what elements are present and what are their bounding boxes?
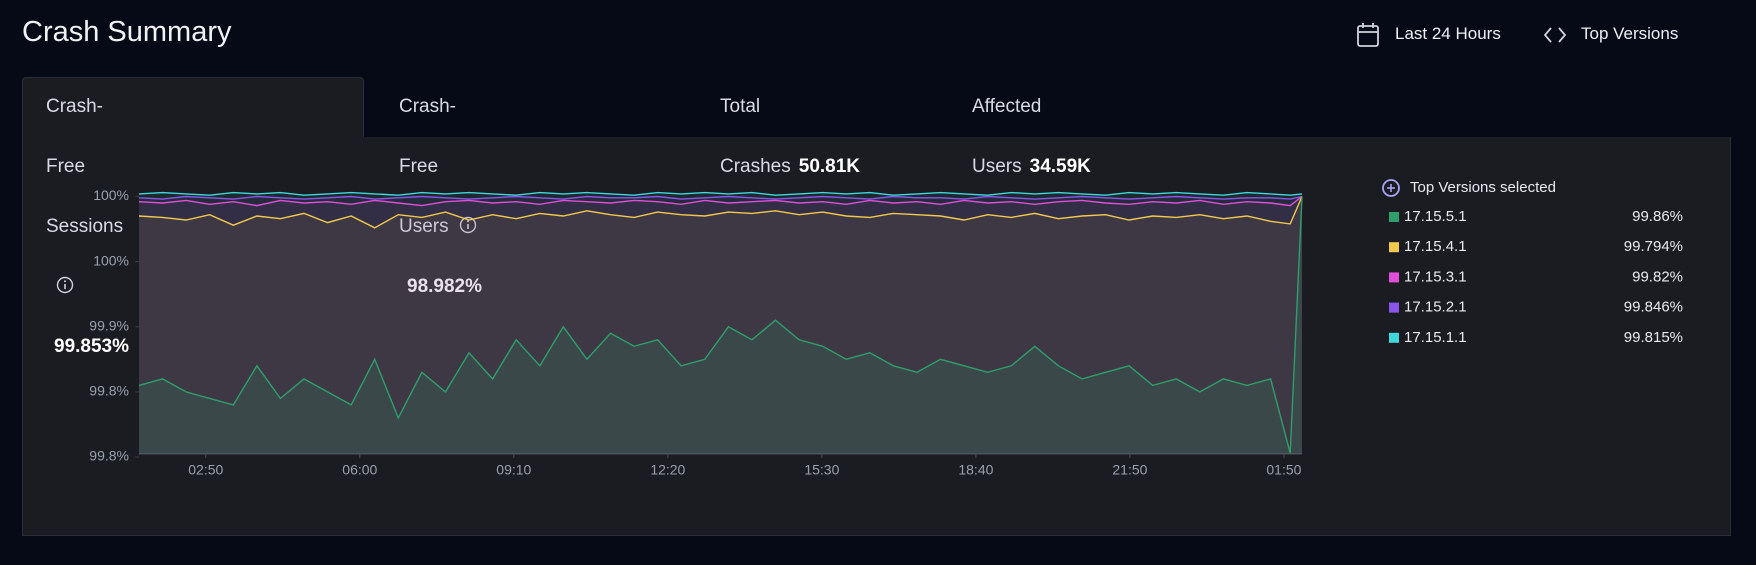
x-tick-label: 01:50 (1266, 462, 1301, 478)
top-versions-button[interactable]: Top Versions (1581, 24, 1679, 43)
page-title: Crash Summary (22, 16, 232, 48)
tab-label: Crash-Free Users (399, 96, 457, 237)
x-tick-label: 21:50 (1112, 462, 1147, 478)
tab[interactable]: Total Crashes 50.81K (720, 77, 860, 177)
y-tick-label: 99.8% (89, 448, 129, 464)
x-tick-label: 15:30 (804, 462, 839, 478)
tab[interactable]: Affected Users 34.59K (972, 77, 1091, 177)
y-tick-label: 100% (93, 252, 129, 268)
legend-title: Top Versions selected (1410, 179, 1556, 196)
line (138, 196, 1303, 454)
x-tick-label: 18:40 (958, 462, 993, 478)
area (139, 196, 1302, 454)
tab-value: 99.853% (54, 336, 130, 357)
legend-value: 99.815% (1624, 329, 1683, 346)
area (139, 196, 1302, 454)
legend-label: 17.15.2.1 (1404, 299, 1467, 316)
tab-value: 50.81K (798, 156, 861, 177)
info-icon[interactable] (459, 216, 477, 234)
legend-label: 17.15.4.1 (1404, 238, 1467, 255)
line (138, 195, 1303, 200)
tab-label: Total Crashes (720, 96, 791, 177)
x-tick-label: 09:10 (496, 462, 531, 478)
tab-value: 34.59K (1029, 156, 1091, 177)
tab-label: Affected Users (972, 96, 1042, 177)
legend-swatch (1389, 242, 1399, 253)
area (139, 192, 1302, 454)
calendar-icon (1357, 23, 1379, 47)
tab[interactable]: Crash-Free Users 98.982% (399, 77, 482, 297)
info-icon[interactable] (56, 276, 74, 294)
legend-label: 17.15.1.1 (1404, 329, 1467, 346)
active-tab (22, 77, 364, 138)
line (138, 196, 1303, 229)
time-range-button[interactable]: Last 24 Hours (1395, 24, 1501, 43)
legend-swatch (1389, 212, 1399, 222)
legend-value: 99.846% (1624, 299, 1683, 316)
legend-value: 99.82% (1632, 268, 1683, 285)
legend-label: 17.15.5.1 (1404, 208, 1467, 225)
tab-label: Crash-Free Sessions (46, 96, 124, 237)
y-tick-label: 99.9% (89, 317, 129, 333)
area (139, 196, 1302, 454)
add-icon[interactable] (1382, 179, 1400, 197)
legend-value: 99.794% (1624, 238, 1683, 255)
legend-swatch (1389, 302, 1399, 313)
tab[interactable]: Crash-Free Sessions 99.853% (46, 77, 129, 357)
code-icon (1543, 27, 1567, 43)
legend-label: 17.15.3.1 (1404, 268, 1467, 285)
legend-swatch (1389, 272, 1399, 283)
legend-swatch (1389, 332, 1399, 343)
y-tick-label: 99.8% (89, 383, 129, 399)
x-tick-label: 06:00 (342, 462, 377, 478)
area (139, 196, 1302, 454)
line (138, 191, 1303, 196)
x-tick-label: 02:50 (188, 462, 223, 478)
y-tick-label: 100% (93, 187, 129, 203)
x-tick-label: 12:20 (650, 462, 685, 478)
tab-value: 98.982% (407, 276, 483, 297)
legend-value: 99.86% (1632, 208, 1683, 225)
line (138, 195, 1303, 207)
